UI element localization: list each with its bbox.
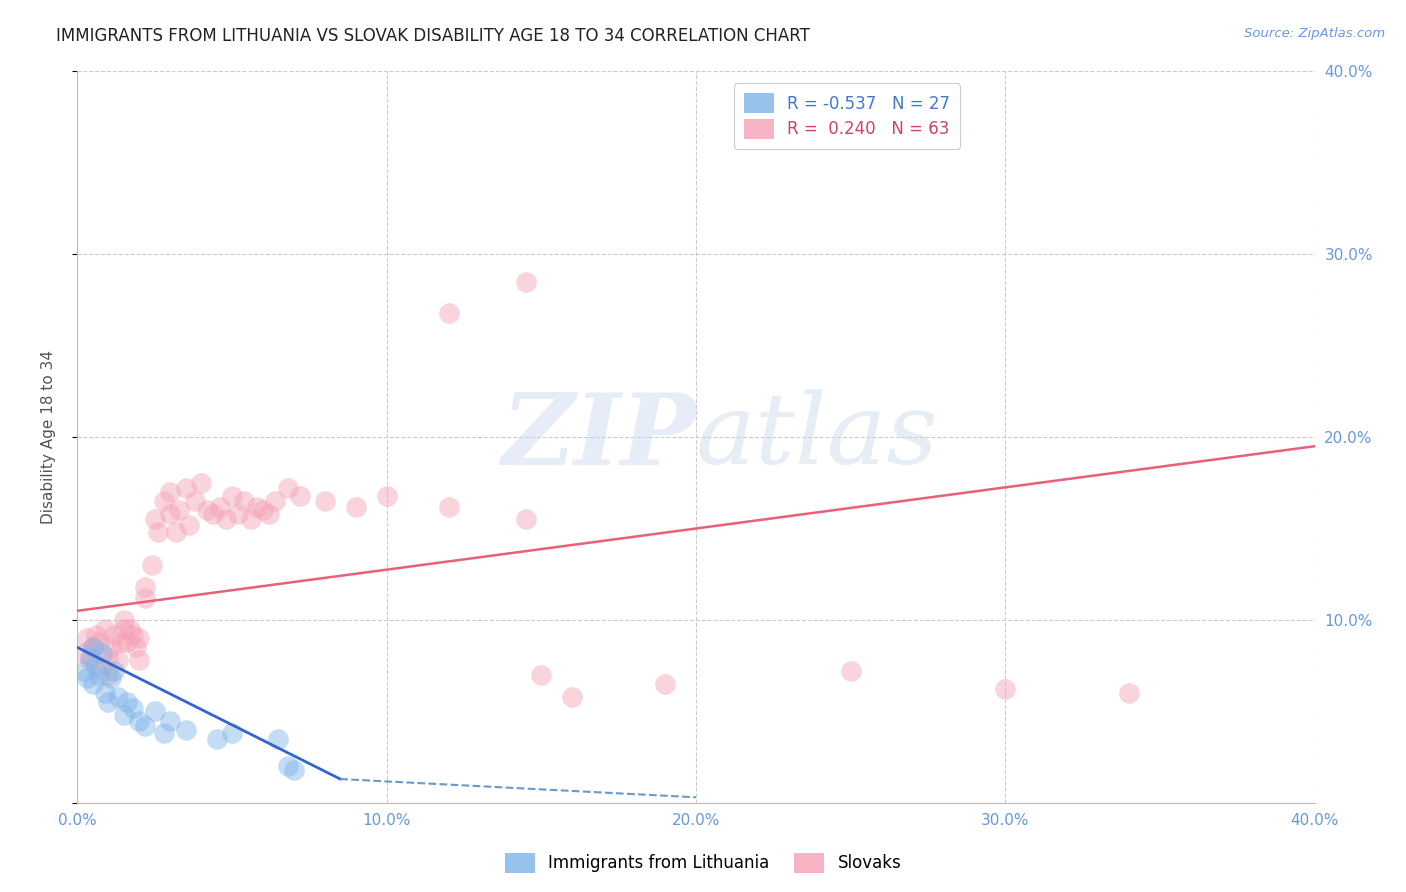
Point (314, 494, 336, 508)
Point (153, 494, 176, 508)
Point (177, 517, 200, 532)
Point (100, 640, 122, 655)
Point (103, 627, 125, 641)
Point (134, 591, 156, 605)
Text: Source: ZipAtlas.com: Source: ZipAtlas.com (1244, 27, 1385, 40)
Point (174, 481, 197, 495)
Point (91, 646, 114, 660)
Point (515, 275, 537, 289)
Text: IMMIGRANTS FROM LITHUANIA VS SLOVAK DISABILITY AGE 18 TO 34 CORRELATION CHART: IMMIGRANTS FROM LITHUANIA VS SLOVAK DISA… (56, 27, 810, 45)
Point (84, 658, 107, 673)
Point (128, 632, 150, 646)
Point (288, 489, 311, 503)
Point (165, 525, 187, 540)
Point (159, 507, 181, 521)
Point (221, 489, 243, 503)
Point (190, 475, 212, 490)
Point (112, 613, 135, 627)
Point (134, 719, 156, 733)
Point (82, 640, 104, 655)
Point (252, 503, 274, 517)
Point (174, 723, 197, 737)
Point (79, 653, 101, 667)
Point (437, 306, 460, 320)
Point (994, 682, 1017, 697)
Point (226, 507, 249, 521)
Point (257, 507, 280, 521)
Point (122, 700, 145, 714)
Text: ZIP: ZIP (501, 389, 696, 485)
Point (239, 512, 262, 526)
Point (561, 690, 583, 704)
Point (112, 708, 135, 723)
Point (1118, 686, 1140, 700)
Point (112, 622, 135, 636)
Point (128, 653, 150, 667)
Point (267, 731, 290, 746)
Point (215, 512, 238, 526)
Point (159, 485, 181, 500)
Point (97, 695, 120, 709)
Point (134, 580, 156, 594)
Point (205, 731, 228, 746)
Point (72, 646, 94, 660)
Point (141, 558, 163, 573)
Point (654, 677, 676, 691)
Point (277, 759, 299, 773)
Point (84, 627, 107, 641)
Legend: Immigrants from Lithuania, Slovaks: Immigrants from Lithuania, Slovaks (498, 847, 908, 880)
Point (115, 635, 138, 649)
Point (128, 714, 150, 728)
Point (115, 695, 138, 709)
Point (79, 649, 101, 664)
Point (82, 640, 104, 655)
Legend: R = -0.537   N = 27, R =  0.240   N = 63: R = -0.537 N = 27, R = 0.240 N = 63 (734, 83, 960, 148)
Point (277, 481, 299, 495)
Point (146, 525, 169, 540)
Point (437, 500, 460, 514)
Y-axis label: Disability Age 18 to 34: Disability Age 18 to 34 (42, 350, 56, 524)
Point (344, 500, 367, 514)
Point (72, 664, 94, 678)
Point (87, 635, 110, 649)
Point (195, 503, 218, 517)
Point (264, 494, 287, 508)
Point (103, 664, 125, 678)
Point (530, 667, 553, 681)
Point (283, 763, 305, 777)
Point (118, 622, 141, 636)
Point (153, 726, 176, 740)
Point (221, 726, 243, 740)
Point (233, 494, 256, 508)
Point (76, 632, 98, 646)
Point (91, 658, 114, 673)
Point (94, 622, 117, 636)
Point (125, 640, 148, 655)
Point (97, 667, 120, 681)
Point (202, 507, 225, 521)
Point (107, 653, 129, 667)
Point (375, 489, 398, 503)
Point (839, 664, 862, 678)
Point (87, 667, 110, 681)
Point (76, 672, 98, 686)
Point (94, 686, 117, 700)
Point (110, 635, 132, 649)
Point (515, 512, 537, 526)
Point (246, 500, 269, 514)
Point (143, 705, 166, 719)
Point (159, 714, 181, 728)
Point (82, 677, 104, 691)
Point (100, 672, 122, 686)
Point (122, 627, 145, 641)
Point (208, 500, 231, 514)
Point (107, 690, 129, 704)
Point (169, 503, 191, 517)
Point (97, 649, 120, 664)
Text: atlas: atlas (696, 390, 939, 484)
Point (143, 512, 166, 526)
Point (184, 494, 207, 508)
